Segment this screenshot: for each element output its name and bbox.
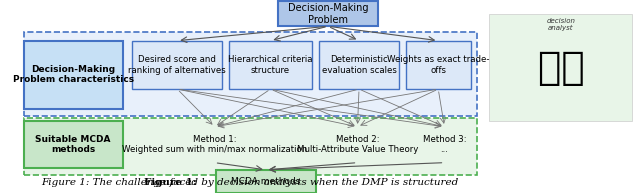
Text: Method 3:
...: Method 3: ... (422, 135, 467, 154)
Text: Figure 1:: Figure 1: (144, 178, 196, 187)
Text: Method 2:
Multi-Attribute Value Theory: Method 2: Multi-Attribute Value Theory (297, 135, 418, 154)
FancyBboxPatch shape (490, 14, 632, 121)
Text: Decision-Making
Problem characteristics: Decision-Making Problem characteristics (13, 65, 134, 84)
Text: Hierarchical criteria
structure: Hierarchical criteria structure (228, 55, 313, 74)
FancyBboxPatch shape (24, 121, 123, 168)
FancyBboxPatch shape (406, 41, 471, 89)
Text: MCDA methods: MCDA methods (231, 177, 301, 186)
Text: Figure 1: The challenge faced by decision analysts when the DMP is structured: Figure 1: The challenge faced by decisio… (41, 178, 458, 187)
Text: decision
analyst: decision analyst (547, 18, 575, 31)
FancyBboxPatch shape (132, 41, 222, 89)
FancyBboxPatch shape (319, 41, 399, 89)
Text: Decision-Making
Problem: Decision-Making Problem (288, 3, 368, 25)
FancyBboxPatch shape (24, 32, 477, 116)
FancyBboxPatch shape (24, 118, 477, 175)
FancyBboxPatch shape (216, 170, 316, 193)
FancyBboxPatch shape (228, 41, 312, 89)
FancyBboxPatch shape (24, 41, 123, 109)
Text: 🧑‍💼: 🧑‍💼 (538, 49, 584, 86)
Text: Suitable MCDA
methods: Suitable MCDA methods (35, 135, 111, 154)
Text: Weights as exact trade-
offs: Weights as exact trade- offs (387, 55, 490, 74)
FancyBboxPatch shape (278, 1, 378, 26)
Text: Desired score and
ranking of alternatives: Desired score and ranking of alternative… (129, 55, 226, 74)
Text: Method 1:
Weighted sum with min/max normalization: Method 1: Weighted sum with min/max norm… (122, 135, 307, 154)
Text: Deterministic
evaluation scales: Deterministic evaluation scales (321, 55, 396, 74)
